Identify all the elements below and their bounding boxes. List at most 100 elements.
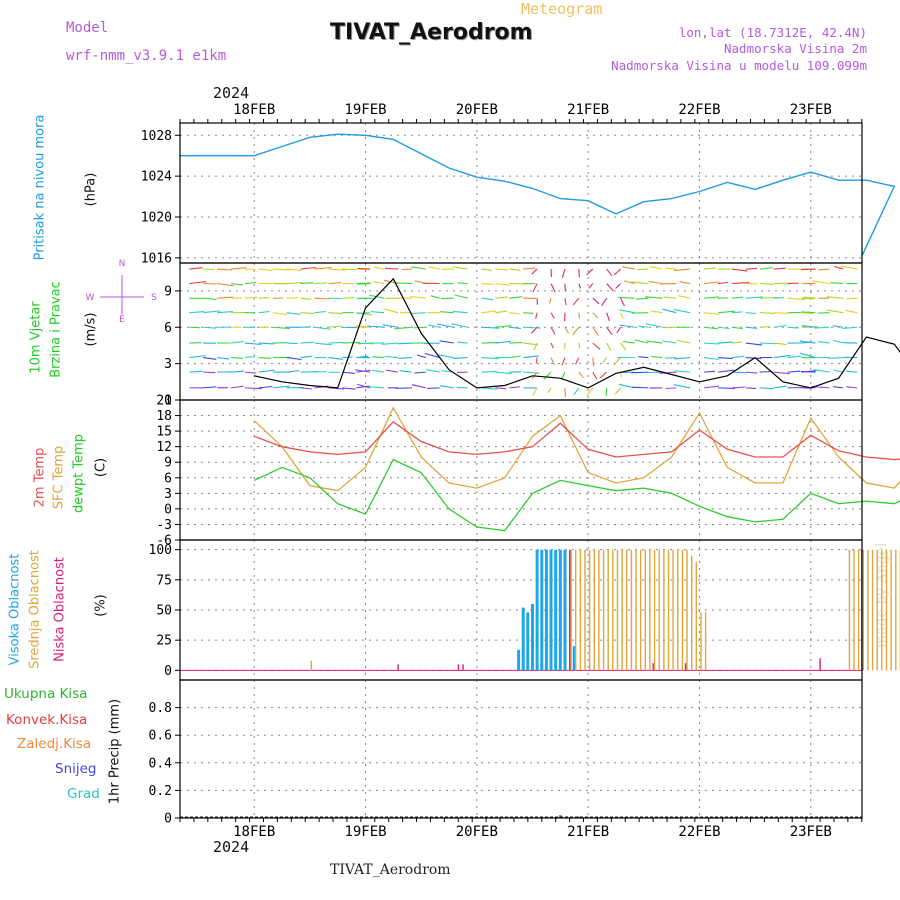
wind-arrow bbox=[827, 309, 844, 314]
cloud-mid-bar bbox=[626, 549, 628, 671]
cloud-mid-bar bbox=[704, 612, 707, 671]
x-tick-label-top: 21FEB bbox=[567, 102, 609, 118]
cloud-mid-bar bbox=[853, 549, 855, 671]
wind-arrow bbox=[416, 354, 426, 359]
wind-arrow bbox=[717, 326, 730, 330]
wind-arrow bbox=[189, 267, 203, 270]
wind-arrow bbox=[592, 342, 601, 350]
cloud-mid-bar bbox=[695, 561, 697, 671]
wind-arrow bbox=[189, 370, 203, 373]
wind-arrow bbox=[372, 356, 385, 359]
x-tick-label-bottom: 22FEB bbox=[678, 824, 720, 840]
y-tick-label: 0.2 bbox=[149, 784, 172, 799]
wind-arrow bbox=[845, 309, 858, 314]
panel-frame bbox=[179, 399, 863, 541]
wind-arrow bbox=[217, 357, 230, 360]
wind-arrow bbox=[731, 386, 746, 389]
cloud-mid-bar bbox=[644, 549, 646, 671]
wind-arrow bbox=[620, 312, 624, 319]
cloud-mid-bar bbox=[649, 549, 651, 671]
cloud-mid-bar bbox=[681, 549, 684, 671]
wind-arrow bbox=[800, 370, 816, 373]
wind-arrow bbox=[258, 385, 273, 389]
wind-arrow bbox=[411, 384, 426, 389]
wind-arrow bbox=[286, 370, 300, 373]
wind-arrow bbox=[410, 266, 426, 270]
wind-arrow bbox=[606, 268, 613, 277]
y-tick-label: 9 bbox=[164, 456, 172, 471]
wind-arrow bbox=[638, 325, 649, 328]
wind-arrow bbox=[258, 357, 272, 359]
wind-arrow bbox=[619, 309, 635, 314]
wind-arrow bbox=[356, 355, 369, 359]
wind-arrow bbox=[561, 357, 566, 366]
wind-arrow bbox=[203, 297, 217, 301]
wind-arrow bbox=[427, 387, 440, 389]
wind-arrow bbox=[481, 370, 497, 373]
wind-arrow bbox=[384, 355, 399, 359]
cloud-mid-bar bbox=[700, 612, 702, 671]
wind-arrow bbox=[272, 312, 288, 316]
y-tick-label: 1020 bbox=[141, 211, 172, 226]
wind-arrow bbox=[578, 342, 581, 349]
wind-arrow bbox=[244, 387, 262, 390]
wind-arrow bbox=[731, 296, 744, 299]
elevation-label: Nadmorska Visina 2m bbox=[724, 41, 867, 56]
wind-arrow bbox=[328, 281, 342, 285]
wind-arrow bbox=[664, 357, 677, 359]
wind-arrow bbox=[717, 341, 733, 344]
cloud-mid-bar bbox=[862, 549, 864, 671]
wind-arrow bbox=[395, 282, 412, 285]
y-tick-label: 21 bbox=[156, 394, 172, 409]
wind-arrow bbox=[203, 357, 217, 360]
wind-arrow bbox=[314, 282, 328, 285]
wind-arrow bbox=[704, 370, 715, 373]
y-tick-label: 25 bbox=[156, 634, 172, 649]
wind-arrow bbox=[550, 283, 556, 293]
wind-arrow bbox=[615, 283, 621, 289]
wind-arrow bbox=[439, 385, 454, 389]
wind-arrow bbox=[230, 357, 244, 359]
cloud-high-bar bbox=[544, 549, 548, 671]
wind-arrow bbox=[619, 324, 635, 328]
wind-arrow bbox=[342, 341, 361, 344]
wind-arrow bbox=[314, 266, 332, 270]
wind-arrow bbox=[386, 369, 399, 373]
cloud-mid-bar bbox=[663, 549, 665, 671]
y-tick-label: 0 bbox=[164, 502, 172, 517]
wind-arrow bbox=[673, 268, 691, 271]
wind-arrow bbox=[382, 324, 399, 328]
cloud-low-bar bbox=[652, 663, 654, 671]
wind-arrow bbox=[314, 297, 330, 300]
wind-arrow bbox=[759, 326, 770, 328]
lonlat-label: lon,lat (18.7312E, 42.4N) bbox=[678, 25, 867, 40]
cloud-mid-bar bbox=[593, 549, 595, 671]
wind-arrow bbox=[543, 371, 552, 380]
wind-arrow bbox=[258, 342, 274, 345]
wind-arrow bbox=[586, 387, 594, 397]
wind-arrow bbox=[286, 312, 301, 315]
cloud-mid-bar bbox=[653, 549, 656, 671]
wind-compass-icon: N E S W bbox=[86, 259, 158, 325]
wind-arrow bbox=[457, 341, 468, 344]
cloud-high-bar bbox=[572, 646, 576, 671]
wind-arrow bbox=[773, 354, 792, 359]
wind-arrow bbox=[586, 268, 594, 276]
wind-arrow bbox=[731, 371, 747, 374]
wind-arrow bbox=[217, 296, 234, 299]
wind-arrow bbox=[531, 268, 538, 275]
wind-arrow bbox=[495, 283, 510, 286]
wind-arrow bbox=[258, 297, 270, 299]
wind-arrow bbox=[833, 369, 844, 373]
wind-arrow bbox=[300, 266, 317, 270]
compass-letter: E bbox=[119, 315, 125, 325]
wind-arrow bbox=[300, 297, 312, 300]
chart-title: TIVAT_Aerodrom bbox=[330, 20, 533, 45]
wind-arrow bbox=[452, 357, 468, 359]
cloud-mid-bar bbox=[588, 549, 591, 671]
wind-arrow bbox=[189, 311, 205, 314]
compass-letter: S bbox=[151, 293, 157, 303]
x-tick-label-top: 19FEB bbox=[344, 102, 386, 118]
legend-hail: Grad bbox=[67, 786, 100, 802]
wind-arrow bbox=[801, 297, 816, 300]
